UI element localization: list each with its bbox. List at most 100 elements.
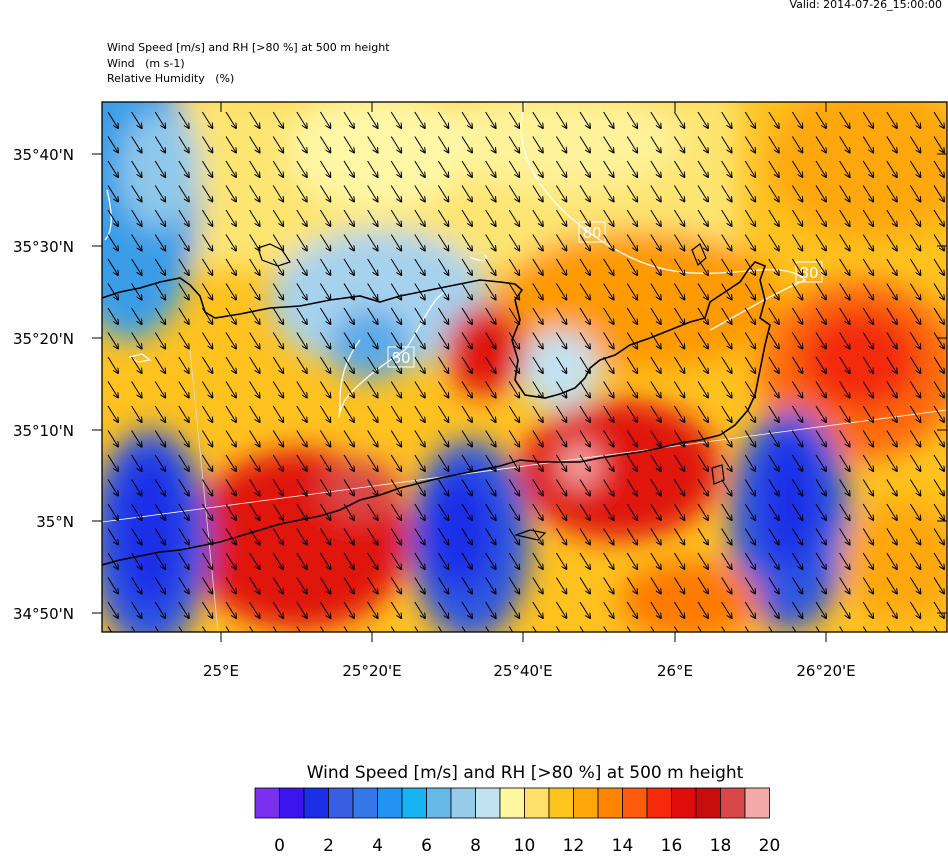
island-3 [513,529,547,541]
wind-arrow [768,381,779,398]
wind-arrow [744,454,755,471]
wind-arrow [909,160,920,177]
wind-arrow [673,503,684,520]
wind-arrow [131,405,142,422]
wind-arrow [461,258,472,275]
wind-arrow [555,356,566,373]
wind-arrow [296,454,307,471]
wind-arrow [296,283,307,300]
wind-arrow [744,111,755,128]
wind-arrow [272,136,283,153]
wind-arrow [721,283,732,300]
wind-arrow [178,503,189,520]
wind-arrow [886,283,897,300]
colorbar-tick-label: 10 [513,836,536,856]
wind-arrow [319,111,330,128]
wind-arrow [650,283,661,300]
wind-arrow [603,209,614,226]
wind-arrow [744,160,755,177]
wind-arrow [532,626,537,632]
colorbar-cell [573,787,599,819]
wind-arrow [367,479,378,496]
wind-arrow [744,381,755,398]
wind-arrow [909,626,915,632]
wind-arrow [791,258,802,275]
wind-arrow [508,503,519,520]
wind-arrow [437,332,448,349]
wind-arrow [650,405,661,422]
wind-arrow [815,405,826,422]
wind-arrow [154,283,165,300]
wind-arrow [721,332,732,349]
colorbar-cell [622,787,648,819]
wind-arrow [626,577,637,594]
wind-arrow [319,185,330,202]
wind-arrow [178,136,189,153]
wind-arrow [839,601,850,618]
wind-arrow [815,356,826,373]
wind-arrow [367,626,372,632]
wind-arrow [154,626,160,632]
wind-arrow [933,234,944,251]
wind-arrow [343,405,354,422]
wind-arrow [508,552,519,569]
wind-arrow [532,405,543,422]
wind-arrow [414,479,425,496]
wind-arrow [579,479,590,496]
wind-arrow [485,528,496,545]
wind-arrow [839,528,850,545]
wind-arrow [697,283,708,300]
wind-arrow [862,111,873,128]
wind-arrow [721,503,732,520]
wind-arrow [673,552,684,569]
wind-arrow [296,185,307,202]
wind-arrow [508,356,519,373]
wind-arrow [414,307,425,324]
wind-arrow [178,405,189,422]
wind-arrow [485,332,496,349]
colorbar-cell [475,787,501,819]
wind-arrow [249,307,260,324]
wind-arrow [697,454,708,471]
wind-arrow [437,185,448,202]
wind-arrow [343,111,354,128]
wind-arrow [768,258,779,275]
wind-arrow [673,258,684,275]
wind-arrow [791,356,802,373]
wind-arrow [296,258,307,275]
wind-arrow [154,332,165,349]
wind-arrow [367,552,378,569]
wind-arrow [272,577,283,594]
wind-arrow [367,307,378,324]
wind-arrow [485,577,496,594]
wind-arrow [508,185,519,202]
wind-arrow [390,332,401,349]
wind-arrow [131,528,142,545]
wind-speed-field: 80 80 80 [102,102,947,632]
wind-arrow [650,356,661,373]
wind-arrow [201,111,212,128]
wind-arrow [461,405,472,422]
wind-arrow [555,234,566,251]
wind-arrow [579,234,590,251]
island-2 [691,243,707,267]
wind-arrow [508,601,519,618]
wind-arrow [485,185,496,202]
wind-arrow [272,185,283,202]
wind-arrow [319,601,330,618]
wind-arrow [721,405,732,422]
wind-arrow [626,601,637,618]
wind-arrow [296,209,307,226]
wind-arrow [131,111,142,128]
wind-arrow [485,454,496,471]
wind-arrow [768,136,779,153]
wind-arrow [650,332,661,349]
wind-arrow [721,381,732,398]
wind-arrow [178,577,189,594]
wind-arrow [225,405,236,422]
colorbar-tick-label: 16 [660,836,683,856]
wind-arrow [579,503,590,520]
wind-arrow [815,332,826,349]
wind-arrow [555,160,566,177]
wind-arrow [343,381,354,398]
